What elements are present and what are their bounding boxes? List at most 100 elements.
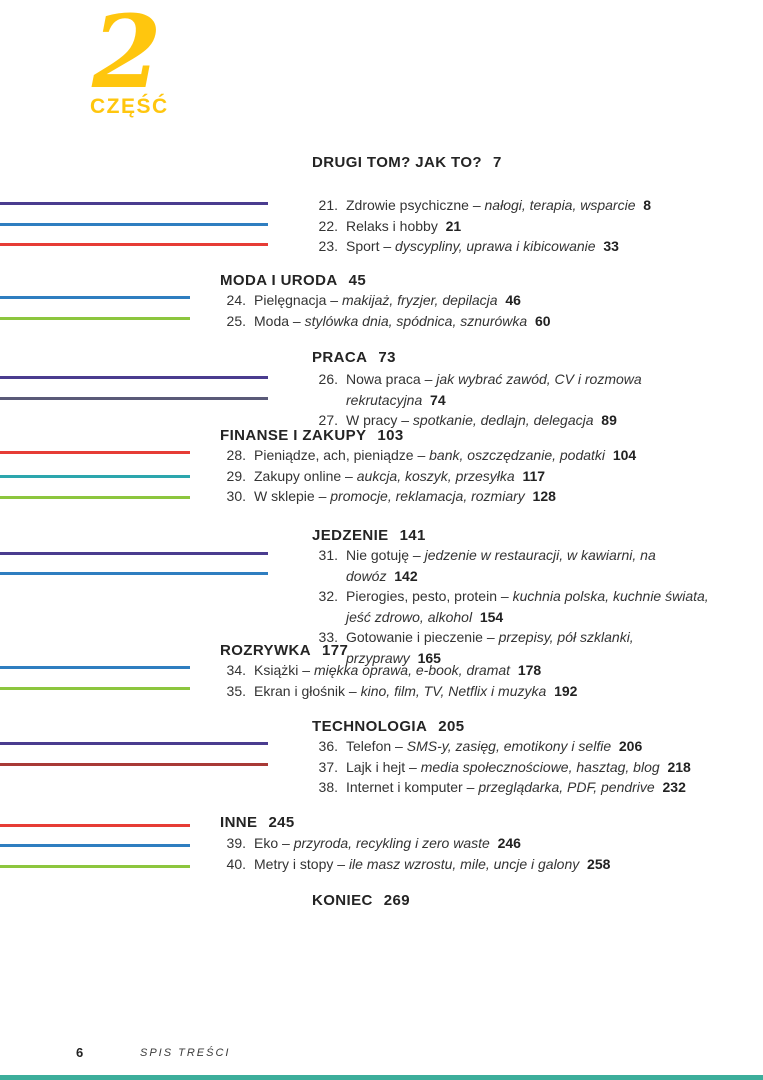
entry-number: 27. (318, 412, 338, 429)
entry-subtitle: spotkanie, dedlajn, delegacja (412, 412, 594, 429)
entry-text: Gotowanie i pieczenie – przepisy, pół sz… (346, 629, 634, 666)
section-page-number: 73 (378, 349, 396, 366)
entry-text: Pieniądze, ach, pieniądze – bank, oszczę… (254, 447, 637, 463)
entry-subtitle: miękka oprawa, e-book, dramat (313, 662, 511, 678)
section-entries-inne: 39. Eko – przyroda, recykling i zero wast… (220, 833, 690, 874)
entry-subtitle: stylówka dnia, spódnica, sznurówka (304, 312, 528, 329)
section-title: TECHNOLOGIA (312, 718, 428, 735)
section-title: FINANSE I ZAKUPY (220, 427, 367, 444)
decor-line-0 (0, 202, 268, 205)
section-header-finanse-i-zakupy: FINANSE I ZAKUPY 103 (220, 427, 404, 444)
entry-page-number: 33 (603, 238, 619, 255)
entry-page-number: 206 (618, 738, 643, 754)
section-title: KONIEC (312, 892, 373, 909)
entry-number: 37. (318, 758, 338, 775)
entry-text: Pielęgnacja – makijaż, fryzjer, depilacj… (254, 292, 521, 308)
entry-number: 34. (226, 662, 246, 678)
entry-page-number: 8 (643, 197, 652, 213)
decor-line-10 (0, 552, 268, 555)
entry-page-number: 218 (667, 758, 691, 775)
section-entries-moda-i-uroda: 24. Pielęgnacja – makijaż, fryzjer, depil… (220, 290, 690, 331)
entry-number: 26. (318, 371, 338, 387)
section-entries-finanse-i-zakupy: 28. Pieniądze, ach, pieniądze – bank, osz… (220, 445, 690, 507)
entry-number: 21. (318, 197, 338, 213)
entry-number: 36. (318, 738, 338, 754)
entry-page-number: 46 (505, 292, 521, 308)
footer-page-number: 6 (76, 1045, 84, 1060)
entry-text: Sport – dyscypliny, uprawa i kibicowanie… (346, 238, 619, 255)
entry-subtitle: aukcja, koszyk, przesyłka (356, 467, 515, 484)
toc-entry-39: 39. Eko – przyroda, recykling i zero wast… (220, 833, 690, 854)
part-label: CZĘŚĆ (90, 95, 169, 118)
entry-number: 24. (226, 292, 246, 308)
section-page-number: 103 (377, 427, 404, 444)
entry-subtitle: SMS-y, zasięg, emotikony i selfie (406, 738, 612, 754)
entry-subtitle: kuchnia polska, kuchnie świata, jeść zdr… (346, 588, 709, 625)
decor-line-14 (0, 742, 268, 745)
decor-line-5 (0, 376, 268, 379)
entry-text: Pierogies, pesto, protein – kuchnia pols… (346, 588, 709, 625)
decor-line-12 (0, 666, 190, 669)
decor-line-13 (0, 687, 190, 690)
section-page-number: 7 (492, 154, 502, 171)
entry-text: Metry i stopy – ile masz wzrostu, mile, … (254, 855, 611, 872)
entry-page-number: 117 (522, 467, 546, 484)
section-title: DRUGI TOM? JAK TO? (312, 154, 482, 171)
entry-text: Moda – stylówka dnia, spódnica, sznurówk… (254, 312, 551, 329)
section-page-number: 45 (348, 272, 367, 289)
section-title: JEDZENIE (312, 527, 389, 544)
entry-page-number: 232 (662, 779, 686, 796)
entry-page-number: 21 (445, 217, 462, 234)
entry-text: Nie gotuję – jedzenie w restauracji, w k… (346, 547, 656, 584)
toc-entry-30: 30. W sklepie – promocje, reklamacja, roz… (220, 486, 690, 507)
decor-line-9 (0, 496, 190, 499)
entry-subtitle: kino, film, TV, Netflix i muzyka (360, 682, 547, 699)
entry-text: Lajk i hejt – media społecznościowe, has… (346, 758, 691, 775)
entry-text: W sklepie – promocje, reklamacja, rozmia… (254, 488, 556, 505)
entry-page-number: 246 (497, 835, 521, 851)
entry-subtitle: jedzenie w restauracji, w kawiarni, na d… (346, 547, 656, 584)
decor-line-2 (0, 243, 268, 246)
entry-number: 40. (226, 855, 246, 872)
section-page-number: 177 (321, 642, 349, 659)
section-entries-rozrywka: 34. Książki – miękka oprawa, e-book, dram… (220, 660, 690, 701)
toc-entry-28: 28. Pieniądze, ach, pieniądze – bank, osz… (220, 445, 690, 466)
section-page-number: 245 (268, 814, 295, 831)
entry-text: Relaks i hobby 21 (346, 217, 462, 234)
decor-line-17 (0, 844, 190, 847)
entry-number: 29. (226, 467, 246, 484)
entry-number: 30. (226, 488, 246, 505)
entry-page-number: 142 (394, 567, 418, 584)
entry-subtitle: media społecznościowe, hasztag, blog (420, 758, 660, 775)
section-header-rozrywka: ROZRYWKA 177 (220, 642, 348, 659)
section-header-technologia: TECHNOLOGIA 205 (312, 718, 464, 735)
entry-page-number: 60 (534, 312, 551, 329)
entry-subtitle: promocje, reklamacja, rozmiary (330, 488, 525, 505)
entry-number: 31. (318, 547, 338, 563)
decor-line-4 (0, 317, 190, 320)
entry-number: 28. (226, 447, 246, 463)
section-header-drugi-tom-jak-to: DRUGI TOM? JAK TO? 7 (312, 154, 502, 171)
decor-line-7 (0, 451, 190, 454)
entry-number: 25. (226, 312, 246, 329)
entry-text: Zdrowie psychiczne – nałogi, terapia, ws… (346, 197, 652, 213)
section-header-jedzenie: JEDZENIE 141 (312, 527, 426, 544)
entry-page-number: 258 (587, 855, 611, 872)
decor-line-1 (0, 223, 268, 226)
toc-entry-23: 23. Sport – dyscypliny, uprawa i kibicowa… (312, 236, 726, 257)
entry-number: 22. (318, 217, 338, 234)
decor-line-11 (0, 572, 268, 575)
toc-entry-29: 29. Zakupy online – aukcja, koszyk, przes… (220, 466, 690, 487)
toc-entry-22: 22. Relaks i hobby 21 (312, 216, 726, 237)
entry-text: Telefon – SMS-y, zasięg, emotikony i sel… (346, 738, 643, 754)
toc-entry-40: 40. Metry i stopy – ile masz wzrostu, mil… (220, 854, 690, 875)
toc-entry-34: 34. Książki – miękka oprawa, e-book, dram… (220, 660, 690, 681)
toc-entry-35: 35. Ekran i głośnik – kino, film, TV, Net… (220, 681, 690, 702)
entry-page-number: 165 (417, 649, 441, 666)
toc-entry-32: 32. Pierogies, pesto, protein – kuchnia p… (312, 586, 726, 627)
section-page-number: 141 (399, 527, 426, 544)
entry-page-number: 104 (612, 447, 637, 463)
entry-text: Internet i komputer – przeglądarka, PDF,… (346, 779, 686, 796)
decor-line-18 (0, 865, 190, 868)
toc-entry-33: 33. Gotowanie i pieczenie – przepisy, pół… (312, 627, 726, 668)
